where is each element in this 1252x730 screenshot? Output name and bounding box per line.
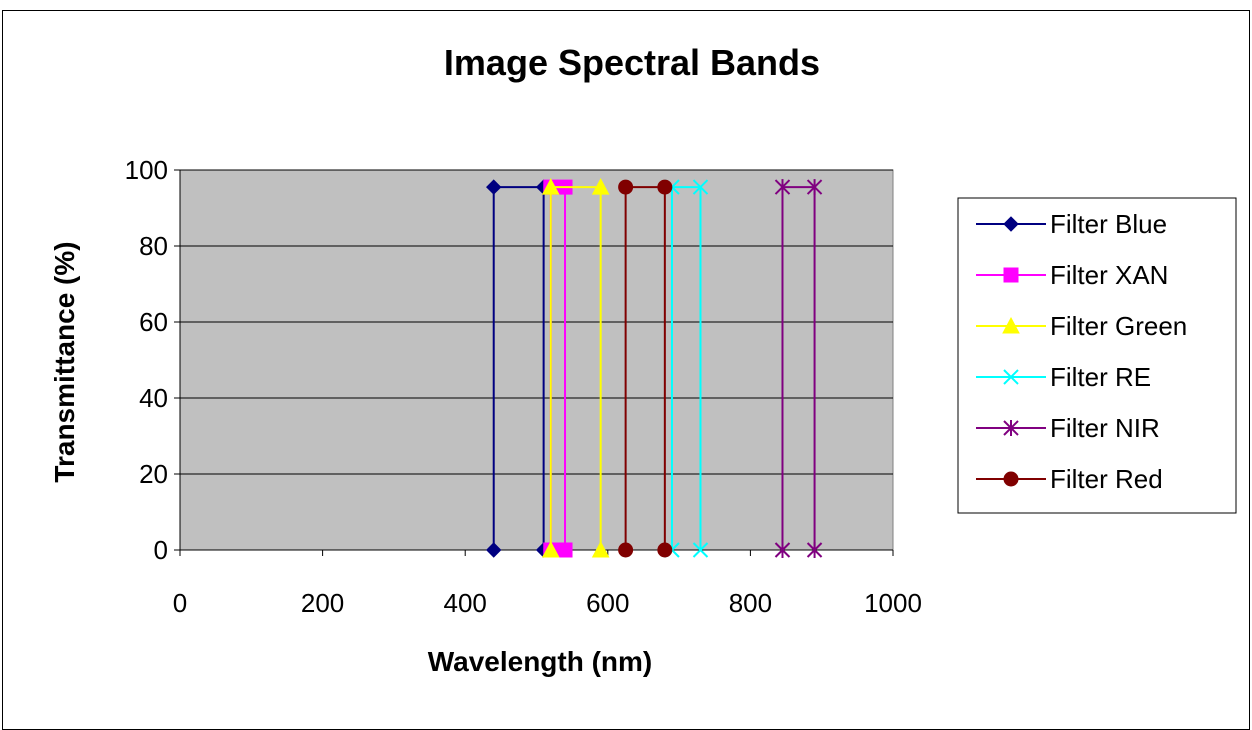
- series-line-filter-red: [624, 186, 666, 550]
- data-point-filter-nir: [806, 179, 823, 196]
- y-tick-label: 100: [125, 155, 168, 185]
- x-tick-label: 800: [729, 588, 772, 618]
- series-filter-red: [618, 179, 673, 558]
- legend-item-filter-green: Filter Green: [976, 311, 1187, 341]
- data-point-filter-red: [657, 542, 673, 558]
- legend-item-filter-xan: Filter XAN: [976, 260, 1168, 290]
- x-axis-label: Wavelength (nm): [428, 646, 653, 677]
- legend-marker-filter-blue: [1003, 216, 1019, 232]
- series-line-filter-blue: [492, 186, 545, 550]
- legend-marker-filter-xan: [1003, 267, 1019, 283]
- series-line-filter-re: [670, 186, 702, 550]
- x-tick-label: 200: [301, 588, 344, 618]
- legend-item-filter-blue: Filter Blue: [976, 209, 1167, 239]
- legend-label-filter-blue: Filter Blue: [1050, 209, 1167, 239]
- data-point-filter-nir: [806, 542, 823, 558]
- legend-marker-filter-green: [1002, 316, 1020, 334]
- chart-title: Image Spectral Bands: [444, 42, 820, 83]
- legend-marker-filter-red: [1003, 471, 1019, 487]
- series-line-filter-nir: [781, 186, 816, 550]
- legend-marker-filter-nir: [1003, 420, 1019, 436]
- data-point-filter-green: [541, 178, 560, 195]
- y-tick-label: 40: [139, 383, 168, 413]
- data-point-filter-blue: [486, 542, 502, 558]
- y-tick-label: 60: [139, 307, 168, 337]
- legend-label-filter-red: Filter Red: [1050, 464, 1163, 494]
- x-tick-label: 1000: [864, 588, 922, 618]
- x-tick-label: 600: [586, 588, 629, 618]
- data-point-filter-red: [657, 179, 673, 195]
- y-axis-label: Transmittance (%): [49, 241, 80, 482]
- data-point-filter-nir: [774, 179, 791, 196]
- series-filter-green: [541, 178, 610, 558]
- legend-label-filter-xan: Filter XAN: [1050, 260, 1168, 290]
- data-point-filter-re-stroke: [692, 179, 709, 195]
- series-line-filter-green: [549, 186, 602, 550]
- legend-label-filter-re: Filter RE: [1050, 362, 1151, 392]
- legend-item-filter-re: Filter RE: [976, 362, 1151, 392]
- y-tick-label: 80: [139, 231, 168, 261]
- legend-marker-filter-re: [1003, 369, 1019, 385]
- data-point-filter-re: [692, 179, 709, 195]
- legend-item-filter-nir: Filter NIR: [976, 413, 1160, 443]
- legend-box: [957, 197, 1237, 514]
- data-point-filter-xan: [557, 542, 573, 558]
- data-point-filter-re-stroke: [692, 542, 709, 558]
- data-point-filter-green: [591, 540, 610, 558]
- legend-label-filter-nir: Filter NIR: [1050, 413, 1160, 443]
- data-point-filter-nir: [774, 542, 791, 558]
- legend-item-filter-red: Filter Red: [976, 464, 1163, 494]
- data-point-filter-re: [692, 542, 709, 558]
- x-tick-label: 400: [444, 588, 487, 618]
- data-point-filter-green: [541, 540, 560, 558]
- data-point-filter-red: [618, 542, 634, 558]
- data-point-filter-red: [618, 179, 634, 195]
- series-filter-nir: [774, 179, 823, 558]
- data-point-filter-blue: [486, 179, 502, 195]
- plot-area: [179, 169, 894, 551]
- legend-marker-filter-re-stroke: [1003, 369, 1019, 385]
- y-tick-label: 20: [139, 459, 168, 489]
- y-tick-label: 0: [154, 535, 168, 565]
- x-tick-label: 0: [173, 588, 187, 618]
- data-point-filter-green: [591, 178, 610, 195]
- legend-label-filter-green: Filter Green: [1050, 311, 1187, 341]
